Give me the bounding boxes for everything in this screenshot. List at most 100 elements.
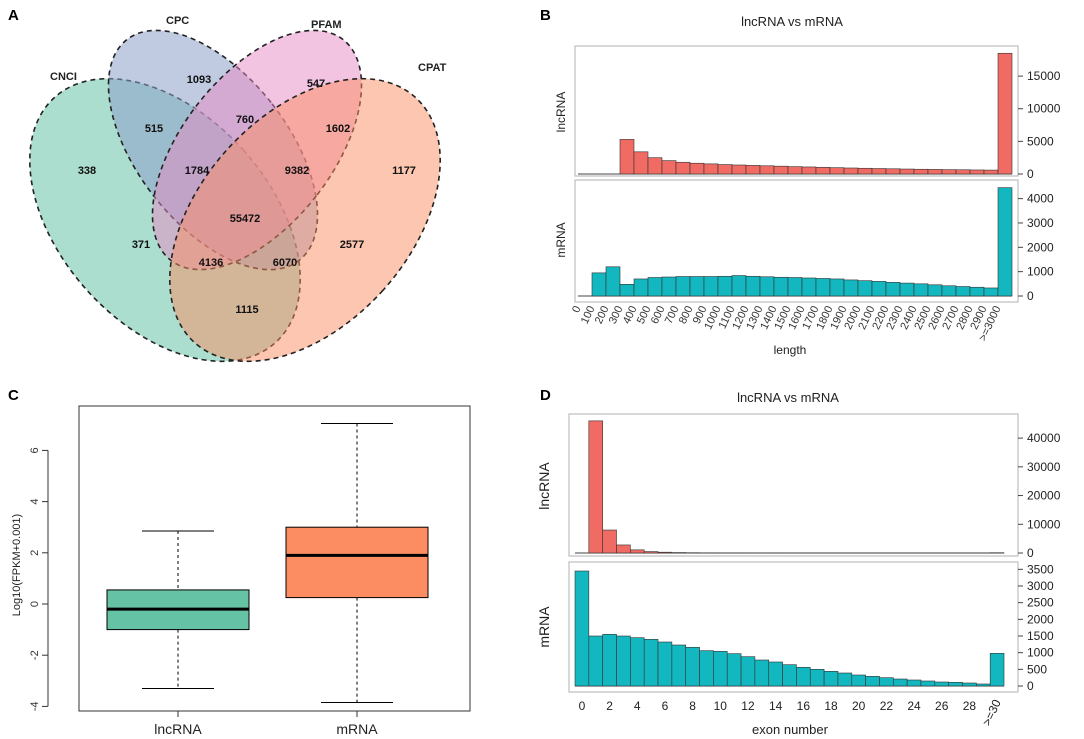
venn-region-cnci-pfam: 371 (132, 239, 150, 251)
chart-d-bar-mrna-1 (588, 635, 603, 687)
chart-b-xtick-0: 0 (570, 304, 583, 315)
chart-b-bar-lncrna-2400 (913, 168, 929, 175)
chart-c-ytick-label-2: 2 (29, 550, 41, 556)
chart-b-bar-lncrna-2200 (885, 168, 901, 175)
chart-b-bar-mrna-1900 (843, 279, 859, 297)
panel-label-d: D (540, 387, 551, 404)
chart-d-bar-mrna-23 (892, 678, 908, 687)
chart-d-bar-mrna-13 (754, 659, 770, 687)
venn-region-cnci-cpc-cpat: 6070 (273, 257, 297, 269)
chart-b-bar-lncrna-2100 (871, 168, 887, 175)
chart-b-bar-lncrna-1100 (731, 164, 747, 175)
chart-b-bar-mrna-600 (661, 276, 677, 297)
chart-d-ytick-label-lncrna-30000: 30000 (1027, 460, 1061, 474)
chart-c-ytick-label-4: 4 (29, 499, 41, 505)
chart-d-ytick-label-mrna-3000: 3000 (1027, 579, 1054, 593)
chart-b-bar-mrna-700 (675, 276, 691, 297)
chart-b-bar-mrna-2800 (969, 286, 985, 297)
chart-d-bar-lncrna-2 (602, 529, 617, 554)
chart-d-xtick-28: 28 (963, 699, 977, 713)
chart-b-bar-lncrna-1400 (773, 165, 789, 175)
chart-d-ytick-label-mrna-1000: 1000 (1027, 646, 1054, 660)
chart-b-frame-lncrna (574, 45, 1019, 177)
chart-c-ytick-label-6: 6 (29, 447, 41, 453)
venn-diagram: CNCI CPC PFAM CPAT 338 1093 547 1177 515… (29, 15, 447, 363)
chart-b-frame-mrna (574, 179, 1019, 303)
chart-b-bar-lncrna-2700 (955, 169, 971, 175)
chart-b-mrna-label: mRNA (554, 222, 568, 257)
chart-d-bar-mrna-9 (699, 650, 714, 687)
chart-c-xtick-lncrna: lncRNA (154, 721, 202, 737)
venn-region-cnci-cpc: 515 (145, 123, 163, 135)
chart-b-bar-lncrna-2800 (969, 169, 985, 175)
chart-d-xtick-8: 8 (689, 699, 696, 713)
chart-b-bar-lncrna-1000 (717, 164, 733, 175)
chart-d-bar-lncrna-6 (657, 551, 673, 554)
chart-d-bar-lncrna-4 (630, 549, 645, 554)
chart-b-ytick-label-mrna-4000: 4000 (1027, 192, 1054, 206)
chart-d-xtick-6: 6 (662, 699, 669, 713)
chart-d-xtick-14: 14 (769, 699, 783, 713)
chart-b-bar-lncrna-2900 (983, 169, 999, 175)
chart-d-bar-lncrna-5 (643, 551, 659, 554)
chart-b-bar-mrna-400 (633, 278, 649, 297)
chart-d-bar-mrna-26 (934, 681, 949, 687)
chart-d-xtick-24: 24 (907, 699, 921, 713)
chart-b-bar-mrna-200 (605, 266, 621, 297)
chart-d-bar-mrna-24 (906, 679, 922, 687)
venn-region-pfam-cpat: 1602 (326, 123, 350, 135)
chart-b-bar-lncrna->=3000 (997, 52, 1013, 175)
chart-d-bar-lncrna-1 (588, 420, 603, 554)
chart-d-ytick-label-mrna-0: 0 (1027, 679, 1034, 693)
chart-b-bar-lncrna-700 (675, 161, 691, 175)
chart-b-bar-lncrna-2600 (941, 169, 957, 175)
chart-b-bar-lncrna-400 (633, 151, 649, 175)
chart-d-ytick-label-mrna-1500: 1500 (1027, 629, 1054, 643)
chart-d-bar-mrna-22 (879, 677, 894, 687)
chart-b-bar-lncrna-1300 (759, 165, 775, 175)
chart-d-bar-mrna-16 (796, 667, 811, 687)
venn-set-label-cpc: CPC (166, 15, 189, 27)
chart-b-xlabel: length (774, 343, 807, 357)
chart-d-xtick-10: 10 (714, 699, 728, 713)
chart-d-title: lncRNA vs mRNA (737, 390, 839, 405)
chart-d-bar-mrna-21 (865, 676, 880, 687)
chart-b-bar-lncrna-2000 (857, 167, 873, 175)
chart-d-xtick-26: 26 (935, 699, 949, 713)
venn-set-label-cnci: CNCI (50, 71, 77, 83)
chart-d-bar-mrna-0 (574, 570, 590, 687)
chart-d-ytick-label-lncrna-40000: 40000 (1027, 431, 1061, 445)
chart-b-ytick-label-lncrna-0: 0 (1027, 167, 1034, 181)
chart-b-ytick-label-mrna-2000: 2000 (1027, 240, 1054, 254)
chart-b-lncrna-label: lncRNA (554, 92, 568, 133)
chart-b-bar-lncrna-2300 (899, 168, 915, 175)
chart-b-bar-mrna-100 (591, 272, 607, 297)
chart-b-ytick-label-lncrna-15000: 15000 (1027, 69, 1061, 83)
chart-c-box-mrna (285, 526, 429, 599)
chart-b-bar-mrna-2100 (871, 281, 887, 297)
chart-b-bar-lncrna-1600 (801, 166, 817, 175)
chart-d-xtick-16: 16 (797, 699, 811, 713)
chart-d-xlabel: exon number (752, 722, 829, 737)
chart-b-ytick-label-lncrna-10000: 10000 (1027, 102, 1061, 116)
chart-b: 0500010000150000100020003000400001002003… (570, 45, 1061, 343)
chart-d-ytick-label-mrna-2000: 2000 (1027, 612, 1054, 626)
chart-c-xtick-mrna: mRNA (336, 721, 378, 737)
chart-d-bar-mrna-6 (657, 641, 673, 687)
chart-b-bar-mrna-2300 (899, 282, 915, 297)
chart-b-bar-mrna-2900 (983, 287, 999, 297)
chart-b-bar-lncrna-1900 (843, 167, 859, 175)
chart-b-bar-mrna-800 (689, 276, 705, 297)
venn-region-all-four: 55472 (230, 213, 261, 225)
chart-d-xtick-2: 2 (606, 699, 613, 713)
chart-d-bar-mrna-14 (768, 661, 783, 687)
chart-d-bar-mrna-4 (630, 637, 645, 687)
chart-d-bar-mrna-28 (962, 682, 977, 687)
chart-b-bar-mrna-1800 (829, 278, 845, 297)
chart-d-xtick-12: 12 (741, 699, 755, 713)
chart-d-ytick-label-lncrna-0: 0 (1027, 546, 1034, 560)
chart-b-bar-mrna-2000 (857, 280, 873, 297)
chart-c-ytick-label--4: -4 (29, 702, 41, 712)
chart-d-bar-lncrna-3 (616, 544, 631, 554)
